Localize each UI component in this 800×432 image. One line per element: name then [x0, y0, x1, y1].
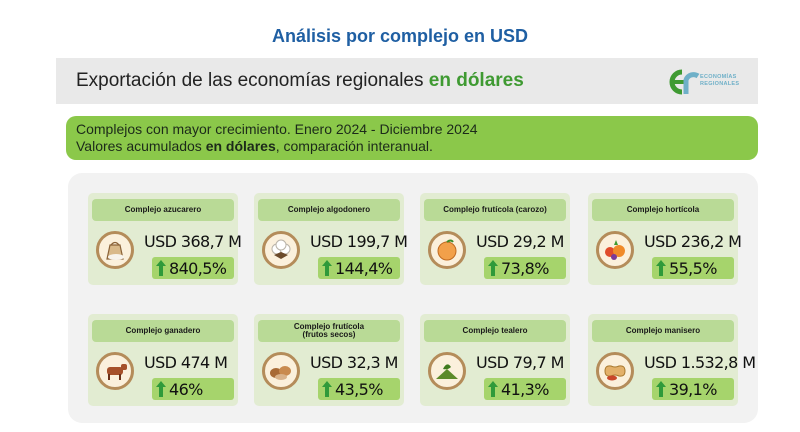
growth-badge: 39,1% — [652, 378, 734, 400]
arrow-up-icon — [156, 260, 166, 276]
growth-value: 43,5% — [335, 379, 383, 399]
growth-badge: 73,8% — [484, 257, 566, 279]
arrow-up-icon — [156, 381, 166, 397]
page-title: Análisis por complejo en USD — [271, 26, 529, 46]
header-title-accent: en dólares — [428, 70, 524, 91]
card-value: USD 236,2 M — [644, 232, 742, 251]
growth-badge: 55,5% — [652, 257, 734, 279]
subtitle-line2-suffix: , comparación interanual. — [275, 138, 433, 154]
growth-value: 73,8% — [501, 258, 549, 278]
growth-value: 55,5% — [669, 258, 717, 278]
header-title-plain: Exportación de las economías regionales — [76, 70, 429, 91]
card-title: Complejo frutícola (frutos secos) — [258, 320, 400, 342]
growth-value: 46% — [169, 379, 203, 399]
card-value: USD 32,3 M — [310, 353, 398, 372]
card-value: USD 474 M — [144, 353, 228, 372]
logo-text-line1: ECONOMÍAS — [700, 74, 737, 80]
cow-icon — [96, 352, 134, 390]
arrow-up-icon — [322, 260, 332, 276]
complejo-card: Complejo frutícola (carozo) USD 29,2 M 73,… — [420, 193, 570, 285]
arrow-up-icon — [488, 260, 498, 276]
card-value: USD 1.532,8 M — [644, 353, 756, 372]
peanut-icon — [596, 352, 634, 390]
complejo-card: Complejo azucarero USD 368,7 M 840,5% — [88, 193, 242, 285]
header-bar: Exportación de las economías regionales … — [56, 58, 758, 104]
complejo-card: Complejo tealero USD 79,7 M 41,3% — [420, 314, 570, 406]
growth-value: 39,1% — [669, 379, 717, 399]
growth-badge: 43,5% — [318, 378, 400, 400]
subtitle-line2-bold: en dólares — [205, 138, 276, 154]
header-title: Exportación de las economías regionales … — [76, 70, 524, 92]
growth-badge: 41,3% — [484, 378, 566, 400]
growth-badge: 46% — [152, 378, 234, 400]
vegetables-icon — [596, 231, 634, 269]
complejo-card: Complejo manisero USD 1.532,8 M 39,1% — [588, 314, 756, 406]
complejo-card: Complejo ganadero USD 474 M 46% — [88, 314, 238, 406]
growth-badge: 840,5% — [152, 257, 234, 279]
card-title: Complejo azucarero — [92, 199, 234, 221]
card-title: Complejo frutícola (carozo) — [424, 199, 566, 221]
arrow-up-icon — [656, 260, 666, 276]
arrow-up-icon — [656, 381, 666, 397]
card-title: Complejo algodonero — [258, 199, 400, 221]
logo-text: ECONOMÍAS REGIONALES — [700, 74, 739, 87]
growth-value: 41,3% — [501, 379, 549, 399]
card-title: Complejo hortícola — [592, 199, 734, 221]
growth-value: 144,4% — [335, 258, 393, 278]
complejo-card: Complejo frutícola (frutos secos) USD 32,… — [254, 314, 404, 406]
er-logo-icon — [669, 69, 700, 95]
tea-icon — [428, 352, 466, 390]
cotton-icon — [262, 231, 300, 269]
card-title: Complejo tealero — [424, 320, 566, 342]
complejo-card: Complejo algodonero USD 199,7 M 144,4% — [254, 193, 408, 285]
card-title: Complejo ganadero — [92, 320, 234, 342]
growth-value: 840,5% — [169, 258, 227, 278]
growth-badge: 144,4% — [318, 257, 400, 279]
subtitle-bar: Complejos con mayor crecimiento. Enero 2… — [66, 116, 758, 160]
arrow-up-icon — [488, 381, 498, 397]
nuts-icon — [262, 352, 300, 390]
subtitle-line2: Valores acumulados en dólares, comparaci… — [76, 138, 758, 155]
subtitle-line1: Complejos con mayor crecimiento. Enero 2… — [76, 121, 478, 137]
logo: ECONOMÍAS REGIONALES — [668, 68, 744, 96]
arrow-up-icon — [322, 381, 332, 397]
sugar-icon — [96, 231, 134, 269]
logo-text-line2: REGIONALES — [700, 80, 740, 87]
subtitle-line2-prefix: Valores acumulados — [76, 138, 206, 154]
peach-icon — [428, 231, 466, 269]
card-value: USD 29,2 M — [476, 232, 564, 251]
card-value: USD 199,7 M — [310, 232, 408, 251]
card-value: USD 368,7 M — [144, 232, 242, 251]
card-value: USD 79,7 M — [476, 353, 564, 372]
card-title: Complejo manisero — [592, 320, 734, 342]
complejo-card: Complejo hortícola USD 236,2 M 55,5% — [588, 193, 742, 285]
